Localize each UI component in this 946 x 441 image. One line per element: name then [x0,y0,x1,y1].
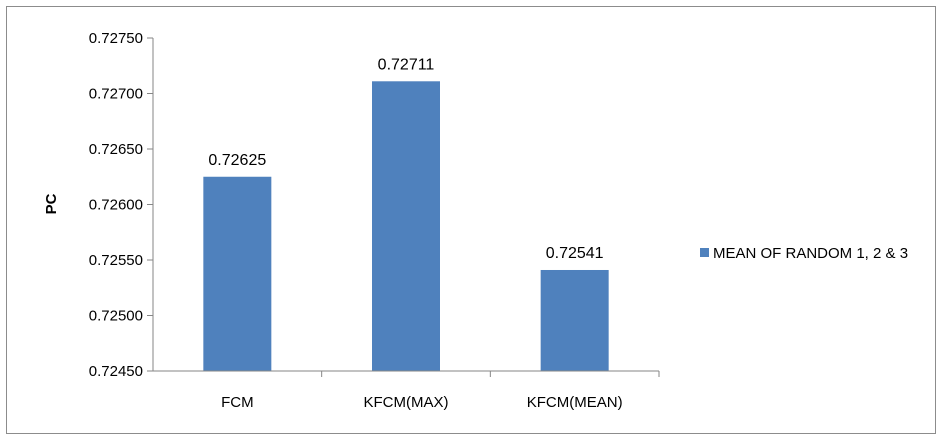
bar [540,269,609,371]
x-tick-label: KFCM(MEAN) [527,394,623,411]
legend-label: MEAN OF RANDOM 1, 2 & 3 [713,245,908,262]
data-label: 0.72711 [378,56,435,73]
data-label: 0.72625 [208,152,266,169]
y-tick-label: 0.72750 [89,30,143,47]
y-tick-label: 0.72700 [89,86,143,103]
y-tick-label: 0.72650 [89,141,143,158]
y-axis-title: PC [43,193,60,214]
legend: MEAN OF RANDOM 1, 2 & 3 [700,245,908,262]
bars [203,81,609,371]
y-tick-label: 0.72600 [89,197,143,214]
x-axis-tick-labels: FCM KFCM(MAX) KFCM(MEAN) [221,371,660,411]
chart-frame [6,6,936,434]
x-tick-label: FCM [221,394,254,411]
data-label: 0.72541 [546,245,604,262]
data-labels: 0.72625 0.72711 0.72541 [208,56,603,262]
y-tick-label: 0.72550 [89,252,143,269]
bar [372,81,440,371]
y-axis-ticks: 0.72450 0.72500 0.72550 0.72600 0.72650 0.727… [89,30,153,380]
bar [203,176,272,371]
x-tick-label: KFCM(MAX) [364,394,449,411]
y-tick-label: 0.72500 [89,308,143,325]
y-tick-label: 0.72450 [89,363,143,380]
legend-swatch [700,248,709,257]
